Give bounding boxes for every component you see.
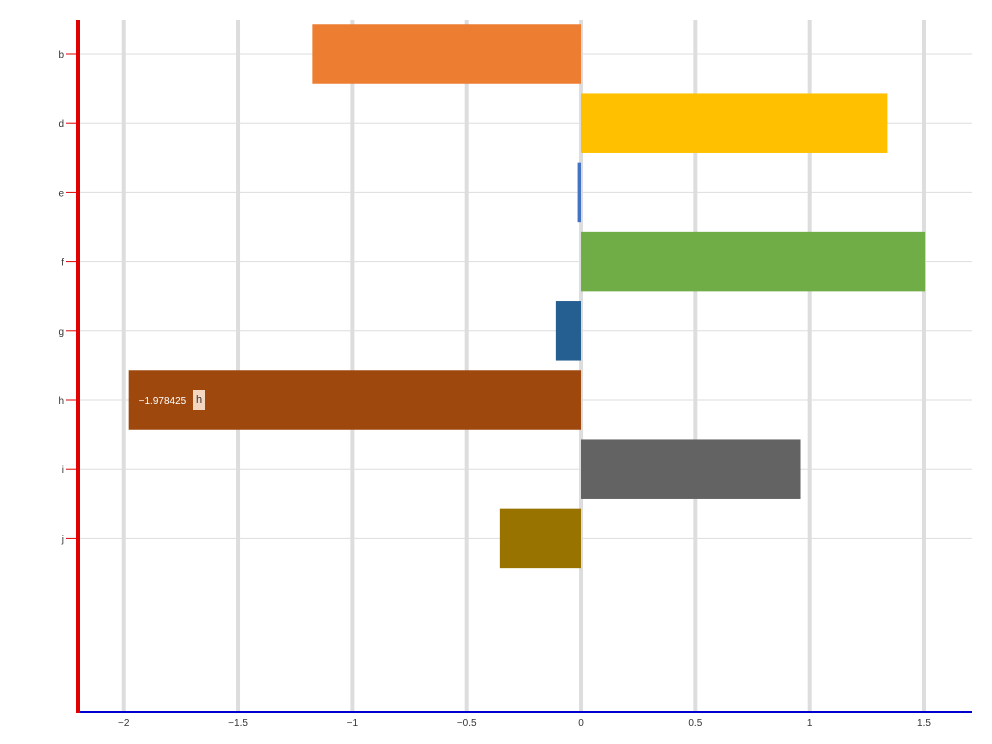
y-tick-label: g <box>58 327 64 338</box>
bar-f[interactable] <box>581 231 926 292</box>
bar-d[interactable] <box>581 93 888 153</box>
y-tick-label: f <box>61 258 64 269</box>
bar-tooltip: h <box>193 390 206 410</box>
bar-j[interactable] <box>499 508 582 569</box>
bar-e[interactable] <box>577 162 582 223</box>
y-tick-label: j <box>61 534 64 545</box>
bar-b[interactable] <box>312 24 582 84</box>
y-tick-label: e <box>58 188 64 199</box>
bar-g[interactable] <box>555 301 582 361</box>
x-tick-label: 0.5 <box>688 718 702 729</box>
x-tick-label: −1.5 <box>228 718 248 729</box>
x-tick-label: −1 <box>347 718 359 729</box>
x-tick-label: −2 <box>118 718 130 729</box>
x-tick-label: 1.5 <box>917 718 931 729</box>
x-tick-label: 0 <box>578 718 584 729</box>
y-tick-label: i <box>62 465 64 476</box>
bar-value-label: −1.978425 <box>139 396 187 407</box>
bar-i[interactable] <box>581 439 801 499</box>
x-tick-label: −0.5 <box>457 718 477 729</box>
x-tick-label: 1 <box>807 718 813 729</box>
y-tick-label: d <box>58 119 64 130</box>
y-tick-label: b <box>58 50 64 61</box>
y-tick-label: h <box>58 396 64 407</box>
